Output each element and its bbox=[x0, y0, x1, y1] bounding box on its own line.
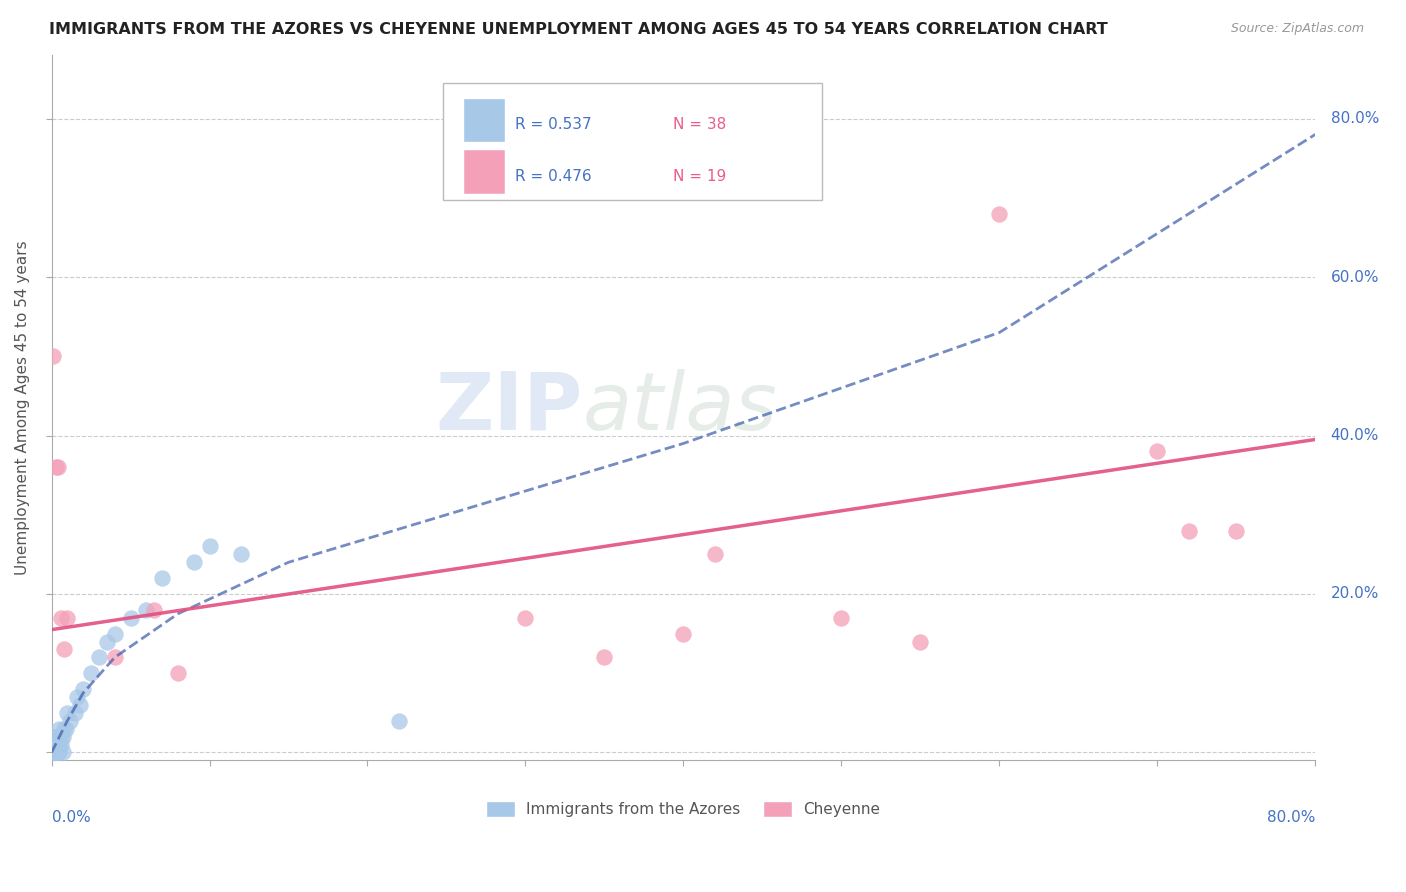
Point bbox=[46, 746, 69, 760]
Point bbox=[44, 738, 66, 752]
Point bbox=[143, 603, 166, 617]
Point bbox=[672, 626, 695, 640]
Point bbox=[69, 698, 91, 712]
Point bbox=[183, 555, 205, 569]
Text: IMMIGRANTS FROM THE AZORES VS CHEYENNE UNEMPLOYMENT AMONG AGES 45 TO 54 YEARS CO: IMMIGRANTS FROM THE AZORES VS CHEYENNE U… bbox=[49, 22, 1108, 37]
Point bbox=[41, 746, 63, 760]
Point bbox=[988, 206, 1011, 220]
FancyBboxPatch shape bbox=[464, 151, 503, 193]
Text: N = 38: N = 38 bbox=[673, 118, 727, 132]
Point bbox=[59, 714, 82, 728]
Text: 20.0%: 20.0% bbox=[1330, 587, 1379, 601]
Text: ZIP: ZIP bbox=[434, 368, 582, 447]
Text: 0.0%: 0.0% bbox=[52, 810, 90, 825]
Y-axis label: Unemployment Among Ages 45 to 54 years: Unemployment Among Ages 45 to 54 years bbox=[15, 241, 30, 575]
Point bbox=[44, 730, 66, 744]
FancyBboxPatch shape bbox=[464, 99, 503, 142]
Text: N = 19: N = 19 bbox=[673, 169, 727, 184]
Point bbox=[48, 722, 70, 736]
Point bbox=[65, 706, 87, 720]
Point bbox=[1178, 524, 1201, 538]
Point bbox=[45, 460, 67, 475]
Point bbox=[44, 746, 66, 760]
Point bbox=[45, 730, 67, 744]
Point bbox=[830, 611, 852, 625]
Point bbox=[55, 722, 77, 736]
Point bbox=[150, 571, 173, 585]
Point bbox=[1146, 444, 1168, 458]
Point bbox=[42, 746, 65, 760]
Point bbox=[42, 349, 65, 363]
Point bbox=[96, 634, 118, 648]
Legend: Immigrants from the Azores, Cheyenne: Immigrants from the Azores, Cheyenne bbox=[481, 796, 886, 823]
Point bbox=[104, 626, 127, 640]
Point bbox=[910, 634, 932, 648]
FancyBboxPatch shape bbox=[443, 83, 823, 200]
Point bbox=[46, 460, 69, 475]
Point bbox=[56, 611, 79, 625]
Point bbox=[45, 738, 67, 752]
Point bbox=[42, 730, 65, 744]
Text: R = 0.476: R = 0.476 bbox=[516, 169, 592, 184]
Point bbox=[515, 611, 537, 625]
Point bbox=[135, 603, 157, 617]
Text: atlas: atlas bbox=[582, 368, 778, 447]
Point bbox=[1225, 524, 1247, 538]
Point bbox=[167, 666, 190, 681]
Point bbox=[46, 730, 69, 744]
Point bbox=[48, 738, 70, 752]
Point bbox=[52, 746, 75, 760]
Text: 60.0%: 60.0% bbox=[1330, 269, 1379, 285]
Point bbox=[198, 540, 221, 554]
Point bbox=[72, 682, 94, 697]
Point bbox=[56, 706, 79, 720]
Point bbox=[87, 650, 110, 665]
Point bbox=[388, 714, 411, 728]
Point bbox=[49, 730, 72, 744]
Text: 80.0%: 80.0% bbox=[1267, 810, 1316, 825]
Point bbox=[80, 666, 103, 681]
Point bbox=[49, 611, 72, 625]
Text: R = 0.537: R = 0.537 bbox=[516, 118, 592, 132]
Text: 80.0%: 80.0% bbox=[1330, 111, 1379, 126]
Point bbox=[53, 642, 76, 657]
Point bbox=[48, 746, 70, 760]
Point bbox=[704, 547, 727, 561]
Text: 40.0%: 40.0% bbox=[1330, 428, 1379, 443]
Point bbox=[593, 650, 616, 665]
Text: Source: ZipAtlas.com: Source: ZipAtlas.com bbox=[1230, 22, 1364, 36]
Point bbox=[45, 746, 67, 760]
Point bbox=[120, 611, 142, 625]
Point bbox=[66, 690, 89, 704]
Point bbox=[42, 738, 65, 752]
Point bbox=[52, 730, 75, 744]
Point bbox=[104, 650, 127, 665]
Point bbox=[229, 547, 252, 561]
Point bbox=[49, 738, 72, 752]
Point bbox=[53, 722, 76, 736]
